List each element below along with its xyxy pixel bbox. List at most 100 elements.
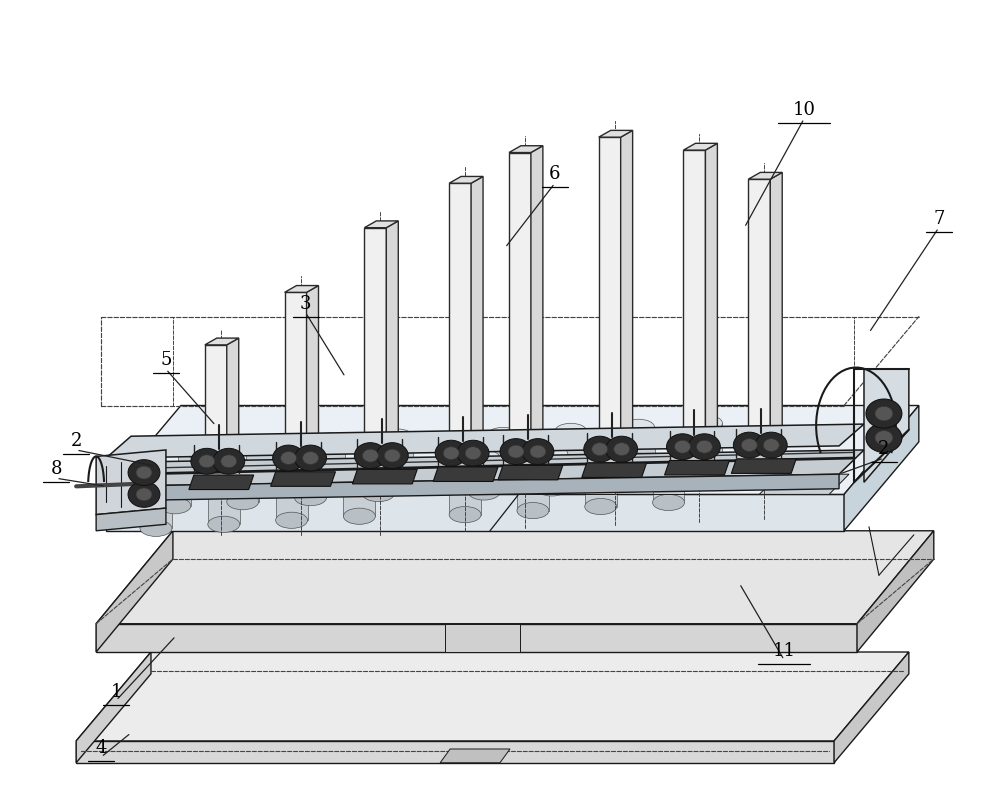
Polygon shape xyxy=(285,285,319,292)
Polygon shape xyxy=(364,221,398,228)
Ellipse shape xyxy=(536,446,568,462)
Circle shape xyxy=(128,460,160,486)
Polygon shape xyxy=(178,449,210,483)
Circle shape xyxy=(755,432,787,458)
Polygon shape xyxy=(159,472,191,506)
Text: 3: 3 xyxy=(300,294,311,312)
Polygon shape xyxy=(599,137,621,485)
Polygon shape xyxy=(834,652,909,762)
Polygon shape xyxy=(604,450,636,484)
Polygon shape xyxy=(246,445,278,479)
Polygon shape xyxy=(509,152,531,488)
Polygon shape xyxy=(555,431,587,466)
Text: 6: 6 xyxy=(549,165,561,183)
Ellipse shape xyxy=(517,469,549,485)
Polygon shape xyxy=(364,228,386,495)
Polygon shape xyxy=(672,446,703,480)
Polygon shape xyxy=(683,144,717,150)
Ellipse shape xyxy=(604,442,636,458)
Ellipse shape xyxy=(690,415,722,431)
Circle shape xyxy=(688,434,720,460)
Ellipse shape xyxy=(362,452,394,468)
Text: 2: 2 xyxy=(878,440,890,458)
Polygon shape xyxy=(683,150,705,482)
Text: 1: 1 xyxy=(110,683,122,701)
Ellipse shape xyxy=(623,453,655,470)
Ellipse shape xyxy=(159,464,191,480)
Ellipse shape xyxy=(178,475,210,491)
Ellipse shape xyxy=(178,441,210,457)
Polygon shape xyxy=(585,473,617,507)
Ellipse shape xyxy=(487,461,519,478)
Circle shape xyxy=(763,439,779,452)
Polygon shape xyxy=(205,345,227,495)
Polygon shape xyxy=(705,144,717,482)
Polygon shape xyxy=(227,338,239,495)
Circle shape xyxy=(522,439,554,465)
Polygon shape xyxy=(449,177,483,183)
Ellipse shape xyxy=(276,513,308,528)
Circle shape xyxy=(281,452,297,465)
Polygon shape xyxy=(759,474,849,495)
Ellipse shape xyxy=(227,460,259,476)
Ellipse shape xyxy=(246,471,278,487)
Polygon shape xyxy=(140,495,172,528)
Circle shape xyxy=(362,449,378,462)
Text: 7: 7 xyxy=(933,210,944,228)
Polygon shape xyxy=(445,624,520,652)
Ellipse shape xyxy=(208,483,240,499)
Circle shape xyxy=(136,488,152,501)
Polygon shape xyxy=(386,221,398,495)
Circle shape xyxy=(500,439,532,465)
Circle shape xyxy=(733,432,765,458)
Circle shape xyxy=(465,447,481,460)
Ellipse shape xyxy=(468,484,500,500)
Ellipse shape xyxy=(672,438,703,454)
Text: 5: 5 xyxy=(160,351,172,369)
Ellipse shape xyxy=(536,480,568,496)
Polygon shape xyxy=(449,183,471,491)
Circle shape xyxy=(592,443,608,456)
Polygon shape xyxy=(748,173,782,179)
Polygon shape xyxy=(208,491,240,524)
Polygon shape xyxy=(509,146,543,152)
Circle shape xyxy=(457,440,489,466)
Polygon shape xyxy=(307,285,319,495)
Polygon shape xyxy=(96,530,173,652)
Ellipse shape xyxy=(672,472,703,488)
Polygon shape xyxy=(343,483,375,517)
Polygon shape xyxy=(96,450,166,515)
Polygon shape xyxy=(623,427,655,461)
Circle shape xyxy=(273,445,305,471)
Ellipse shape xyxy=(343,474,375,491)
Polygon shape xyxy=(106,450,864,487)
Text: 4: 4 xyxy=(95,739,107,757)
Polygon shape xyxy=(531,146,543,488)
Ellipse shape xyxy=(623,419,655,436)
Ellipse shape xyxy=(159,498,191,514)
Polygon shape xyxy=(295,464,326,498)
Circle shape xyxy=(221,455,237,468)
Circle shape xyxy=(213,448,245,474)
Polygon shape xyxy=(748,179,770,478)
Circle shape xyxy=(303,452,319,465)
Polygon shape xyxy=(665,461,729,475)
Ellipse shape xyxy=(690,449,722,466)
Polygon shape xyxy=(285,292,307,495)
Text: 11: 11 xyxy=(773,642,796,660)
Polygon shape xyxy=(106,474,839,501)
Ellipse shape xyxy=(276,478,308,495)
Circle shape xyxy=(191,448,223,474)
Ellipse shape xyxy=(381,463,413,479)
Ellipse shape xyxy=(449,473,481,489)
Circle shape xyxy=(696,440,712,453)
Ellipse shape xyxy=(517,503,549,519)
Circle shape xyxy=(508,445,524,458)
Polygon shape xyxy=(517,477,549,511)
Polygon shape xyxy=(106,424,864,458)
Ellipse shape xyxy=(555,457,587,474)
Polygon shape xyxy=(487,436,519,470)
Polygon shape xyxy=(276,487,308,521)
Circle shape xyxy=(128,482,160,508)
Polygon shape xyxy=(449,481,481,515)
